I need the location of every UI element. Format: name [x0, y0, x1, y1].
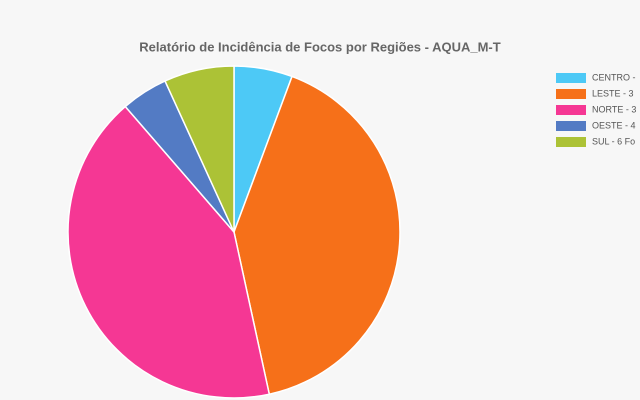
legend-label: SUL - 6 Fo: [592, 136, 635, 146]
legend-label: LESTE - 3: [592, 88, 634, 98]
legend-swatch: [556, 89, 586, 99]
legend-swatch: [556, 105, 586, 115]
pie-slice: [233, 75, 401, 396]
chart-title: Relatório de Incidência de Focos por Reg…: [139, 39, 500, 54]
pie-slice: [164, 65, 235, 233]
legend-label: OESTE - 4: [592, 120, 636, 130]
legend-label: NORTE - 3: [592, 104, 636, 114]
legend-label: CENTRO -: [592, 72, 636, 82]
legend-swatch: [556, 137, 586, 147]
legend-swatch: [556, 121, 586, 131]
legend-swatch: [556, 73, 586, 83]
pie-slice: [67, 105, 271, 399]
